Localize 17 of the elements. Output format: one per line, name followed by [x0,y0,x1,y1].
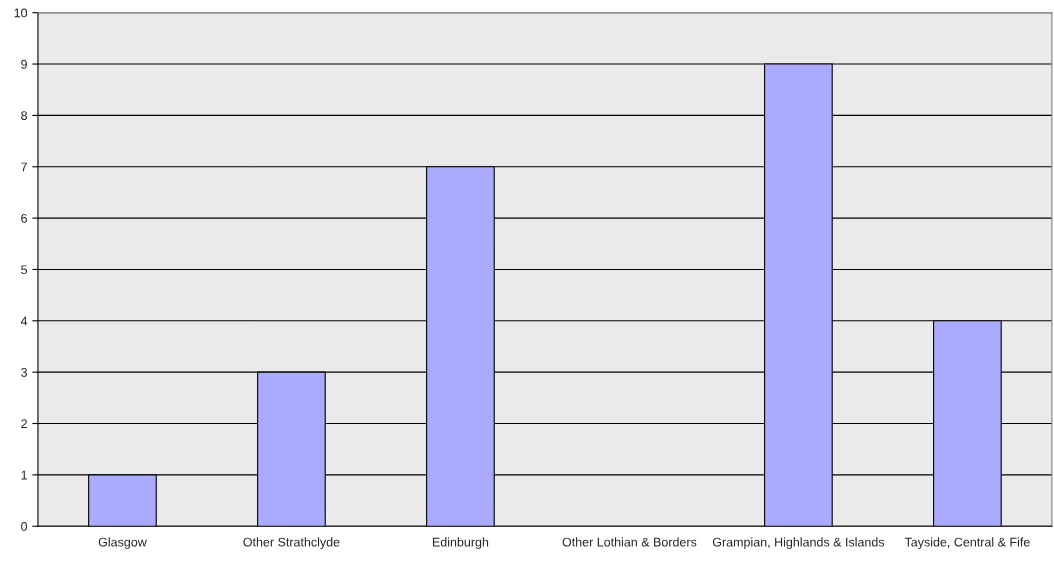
x-tick-label: Grampian, Highlands & Islands [712,537,885,549]
y-tick-label: 7 [21,162,27,172]
x-tick-label: Other Strathclyde [243,537,340,549]
y-tick-label: 9 [21,59,27,69]
x-tick-label: Other Lothian & Borders [562,537,697,547]
y-tick-label: 1 [21,470,27,480]
x-tick-label: Tayside, Central & Fife [904,537,1030,549]
y-tick-label: 3 [21,367,27,377]
y-tick-label: 8 [21,111,27,121]
y-tick-label: 10 [14,8,28,18]
y-tick-label: 4 [20,316,28,326]
y-tick-label: 5 [21,265,27,275]
x-tick-label: Glasgow [98,537,147,549]
y-tick-label: 0 [21,522,28,531]
x-tick-label: Edinburgh [432,537,489,549]
y-tick-label: 6 [21,213,27,223]
y-tick-label: 2 [21,419,27,429]
